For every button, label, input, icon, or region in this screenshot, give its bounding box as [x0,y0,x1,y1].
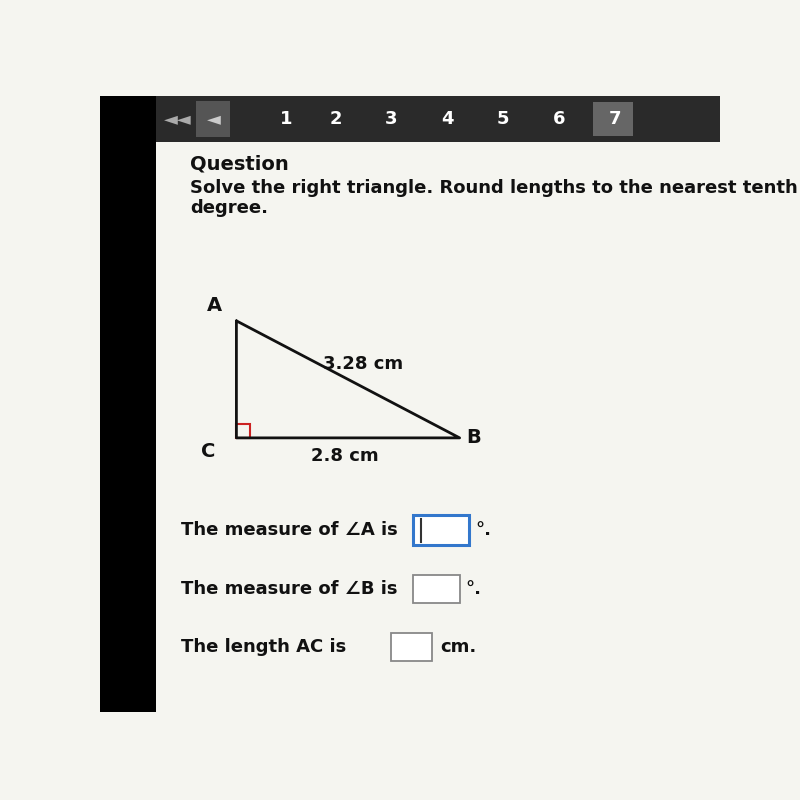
Text: ◄◄: ◄◄ [164,110,191,128]
Bar [196,101,230,138]
Text: 2.8 cm: 2.8 cm [311,447,378,466]
Text: The length AC is: The length AC is [181,638,346,656]
Text: 3: 3 [385,110,398,128]
Text: ◄: ◄ [206,110,220,128]
Bar [237,424,250,438]
Text: The measure of ∠B is: The measure of ∠B is [181,580,397,598]
Text: 4: 4 [441,110,454,128]
Bar [391,634,432,661]
Bar [413,575,459,602]
Text: 7: 7 [608,110,621,128]
Text: A: A [207,296,222,315]
Text: C: C [202,442,216,461]
Text: °.: °. [466,580,482,598]
Text: degree.: degree. [190,199,268,218]
Text: Question: Question [190,154,289,174]
Text: 3.28 cm: 3.28 cm [323,355,403,373]
Bar [413,515,469,545]
Text: °.: °. [475,522,491,539]
Text: cm.: cm. [440,638,476,656]
Text: 1: 1 [280,110,292,128]
Bar [100,96,156,712]
Text: B: B [466,428,481,447]
Bar [593,102,634,136]
Bar [156,96,720,142]
Text: 6: 6 [553,110,565,128]
Text: 5: 5 [497,110,510,128]
Text: Solve the right triangle. Round lengths to the nearest tenth and angles to the n: Solve the right triangle. Round lengths … [190,179,800,197]
Text: The measure of ∠A is: The measure of ∠A is [181,522,398,539]
Text: 2: 2 [330,110,342,128]
